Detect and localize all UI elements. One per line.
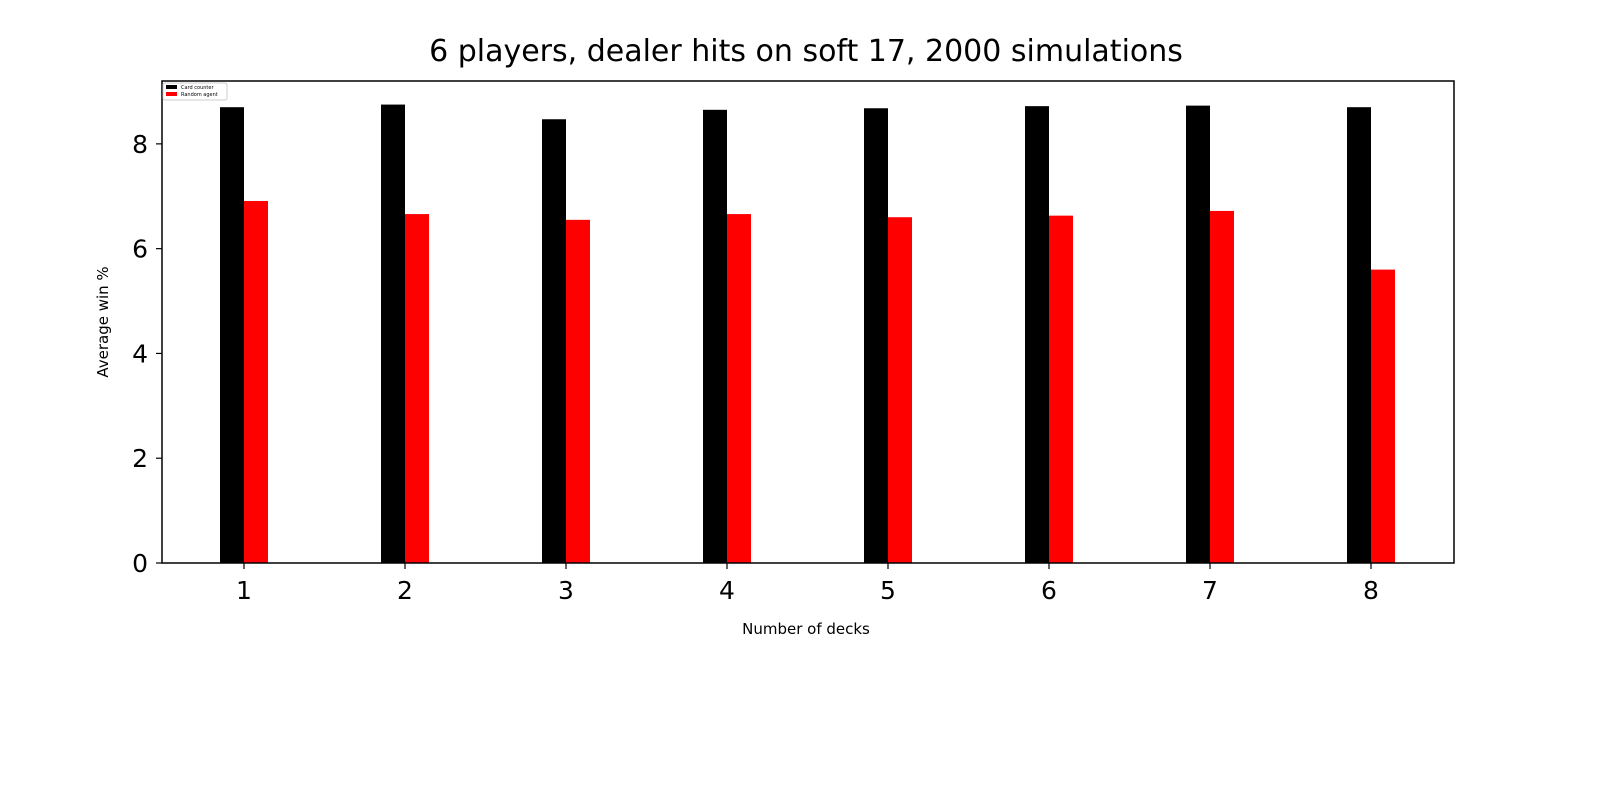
bar-card-counter-4: [703, 109, 727, 563]
y-axis-label: Average win %: [94, 266, 112, 377]
legend-label-card-counter: Card counter: [181, 85, 214, 91]
bar-random-agent-5: [888, 217, 912, 563]
y-tick-label: 8: [132, 130, 148, 159]
chart-title: 6 players, dealer hits on soft 17, 2000 …: [429, 34, 1183, 69]
bar-random-agent-3: [566, 219, 590, 563]
x-tick-label: 1: [236, 576, 252, 605]
y-axis-ticks: 0 2 4 6 8: [132, 130, 162, 578]
y-tick-label: 0: [132, 549, 148, 578]
bar-random-agent-2: [405, 214, 429, 563]
bar-random-agent-1: [244, 200, 268, 564]
x-tick-label: 2: [397, 576, 413, 605]
legend-box: [162, 82, 228, 101]
bars-group: [220, 104, 1395, 564]
bar-card-counter-1: [220, 107, 244, 564]
x-tick-label: 3: [558, 576, 574, 605]
legend-swatch-card-counter: [166, 85, 177, 89]
bar-card-counter-7: [1186, 105, 1210, 564]
x-tick-label: 7: [1202, 576, 1218, 605]
x-axis-ticks: 1 2 3 4 5 6 7 8: [236, 563, 1379, 605]
x-tick-label: 6: [1041, 576, 1057, 605]
y-tick-label: 6: [132, 235, 148, 264]
legend-label-random-agent: Random agent: [181, 92, 218, 98]
bar-card-counter-6: [1025, 106, 1049, 563]
x-tick-label: 8: [1363, 576, 1379, 605]
bar-random-agent-7: [1210, 210, 1234, 564]
bar-random-agent-6: [1049, 215, 1073, 564]
x-tick-label: 4: [719, 576, 735, 605]
bar-card-counter-5: [864, 108, 888, 564]
x-axis-label: Number of decks: [742, 620, 870, 638]
x-tick-label: 5: [880, 576, 896, 605]
bar-random-agent-8: [1371, 269, 1395, 563]
y-tick-label: 4: [132, 339, 148, 368]
bar-random-agent-4: [727, 214, 751, 563]
legend-swatch-random-agent: [166, 92, 177, 96]
y-tick-label: 2: [132, 444, 148, 473]
plot-frame: [161, 80, 1455, 564]
bar-card-counter-2: [381, 104, 405, 564]
bar-card-counter-8: [1347, 107, 1371, 564]
bar-card-counter-3: [542, 119, 566, 563]
